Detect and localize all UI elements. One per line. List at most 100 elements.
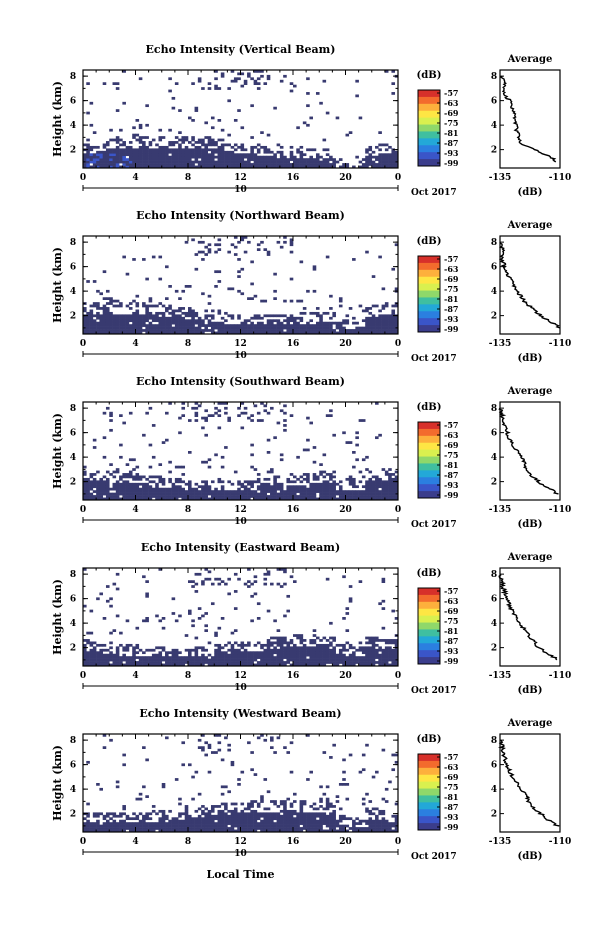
heatmap-cell bbox=[247, 585, 251, 588]
heatmap-cell bbox=[322, 321, 327, 325]
y-axis-label: Height (km) bbox=[51, 247, 64, 323]
heatmap-cell bbox=[119, 148, 123, 152]
heatmap-cell bbox=[391, 163, 396, 166]
heatmap-cell bbox=[293, 648, 297, 652]
heatmap-cell bbox=[312, 473, 317, 476]
heatmap-cell bbox=[378, 497, 382, 500]
heatmap-cell bbox=[119, 331, 123, 334]
heatmap-cell bbox=[181, 495, 186, 498]
heatmap-cell bbox=[230, 163, 235, 166]
heatmap-cell bbox=[345, 656, 350, 659]
heatmap-cell bbox=[96, 289, 100, 293]
heatmap-cell bbox=[240, 292, 245, 296]
heatmap-cell bbox=[230, 160, 235, 164]
heatmap-cell bbox=[86, 829, 90, 832]
heatmap-cell bbox=[96, 497, 100, 500]
heatmap-cell bbox=[184, 661, 189, 664]
heatmap-cell bbox=[260, 651, 264, 655]
heatmap-cell bbox=[250, 453, 254, 457]
heatmap-cell bbox=[227, 809, 231, 813]
heatmap-cell bbox=[296, 656, 300, 659]
heatmap-cell bbox=[207, 136, 212, 139]
heatmap-cell bbox=[309, 311, 313, 315]
heatmap-cell bbox=[230, 314, 235, 318]
heatmap-cell bbox=[89, 475, 94, 479]
heatmap-cell bbox=[250, 805, 254, 808]
heatmap-cell bbox=[109, 411, 113, 415]
heatmap-cell bbox=[217, 658, 222, 662]
heatmap-cell bbox=[214, 270, 218, 274]
heatmap-cell bbox=[184, 634, 189, 637]
heatmap-cell bbox=[83, 653, 87, 657]
heatmap-cell bbox=[250, 827, 254, 830]
heatmap-cell bbox=[283, 568, 287, 571]
heatmap-cell bbox=[145, 817, 149, 821]
heatmap-cell bbox=[115, 648, 120, 652]
heatmap-cell bbox=[381, 656, 386, 659]
colorbar-tick-label: -99 bbox=[444, 656, 459, 666]
heatmap-cell bbox=[329, 824, 333, 828]
heatmap-cell bbox=[325, 802, 330, 806]
heatmap-cell bbox=[214, 250, 218, 254]
heatmap-cell bbox=[96, 783, 100, 786]
heatmap-cell bbox=[201, 485, 205, 489]
heatmap-cell bbox=[188, 307, 192, 310]
heatmap-cell bbox=[151, 314, 156, 318]
heatmap-cell bbox=[178, 614, 182, 618]
heatmap-cell bbox=[296, 485, 300, 489]
heatmap-cell bbox=[312, 475, 317, 479]
colorbar-swatch bbox=[418, 608, 440, 617]
heatmap-cell bbox=[237, 158, 241, 161]
heatmap-cell bbox=[148, 490, 153, 493]
heatmap-cell bbox=[381, 658, 386, 662]
heatmap-cell bbox=[230, 490, 235, 493]
heatmap-cell bbox=[86, 155, 90, 159]
heatmap-cell bbox=[270, 814, 274, 818]
heatmap-cell bbox=[158, 824, 163, 828]
heatmap-cell bbox=[302, 802, 307, 806]
heatmap-cell bbox=[135, 326, 140, 330]
heatmap-cell bbox=[194, 314, 199, 318]
heatmap-cell bbox=[250, 331, 254, 334]
heatmap-cell bbox=[204, 419, 208, 422]
heatmap-cell bbox=[243, 651, 248, 655]
heatmap-cell bbox=[151, 487, 156, 491]
heatmap-cell bbox=[148, 163, 153, 166]
heatmap-cell bbox=[325, 158, 330, 161]
heatmap-cell bbox=[115, 495, 120, 498]
heatmap-cell bbox=[237, 480, 241, 484]
heatmap-cell bbox=[233, 143, 238, 147]
y-tick-label: 6 bbox=[70, 97, 76, 107]
heatmap-cell bbox=[306, 416, 310, 420]
heatmap-cell bbox=[83, 485, 87, 489]
heatmap-cell bbox=[204, 577, 208, 581]
heatmap-cell bbox=[89, 155, 94, 159]
heatmap-cell bbox=[378, 661, 382, 664]
heatmap-cell bbox=[128, 150, 133, 154]
heatmap-cell bbox=[109, 163, 113, 166]
heatmap-cell bbox=[299, 829, 304, 832]
heatmap-cell bbox=[319, 321, 323, 325]
heatmap-cell bbox=[151, 424, 156, 427]
heatmap-cell bbox=[384, 646, 389, 650]
heatmap-cell bbox=[329, 661, 333, 664]
heatmap-cell bbox=[220, 663, 225, 666]
heatmap-cell bbox=[220, 165, 225, 168]
heatmap-cell bbox=[279, 639, 284, 642]
heatmap-cell bbox=[89, 487, 94, 491]
heatmap-cell bbox=[243, 827, 248, 830]
heatmap-cell bbox=[191, 663, 195, 666]
heatmap-cell bbox=[273, 824, 277, 828]
heatmap-cell bbox=[86, 82, 90, 85]
heatmap-cell bbox=[109, 463, 113, 466]
heatmap-cell bbox=[99, 331, 103, 334]
heatmap-cell bbox=[325, 646, 330, 650]
heatmap-cell bbox=[158, 165, 163, 168]
heatmap-cell bbox=[227, 656, 231, 659]
heatmap-cell bbox=[109, 822, 113, 825]
heatmap-cell bbox=[388, 314, 392, 318]
heatmap-cell bbox=[142, 145, 146, 149]
heatmap-cell bbox=[391, 331, 396, 334]
heatmap-cell bbox=[302, 490, 307, 493]
avg-y-tick-label: 2 bbox=[491, 644, 497, 654]
